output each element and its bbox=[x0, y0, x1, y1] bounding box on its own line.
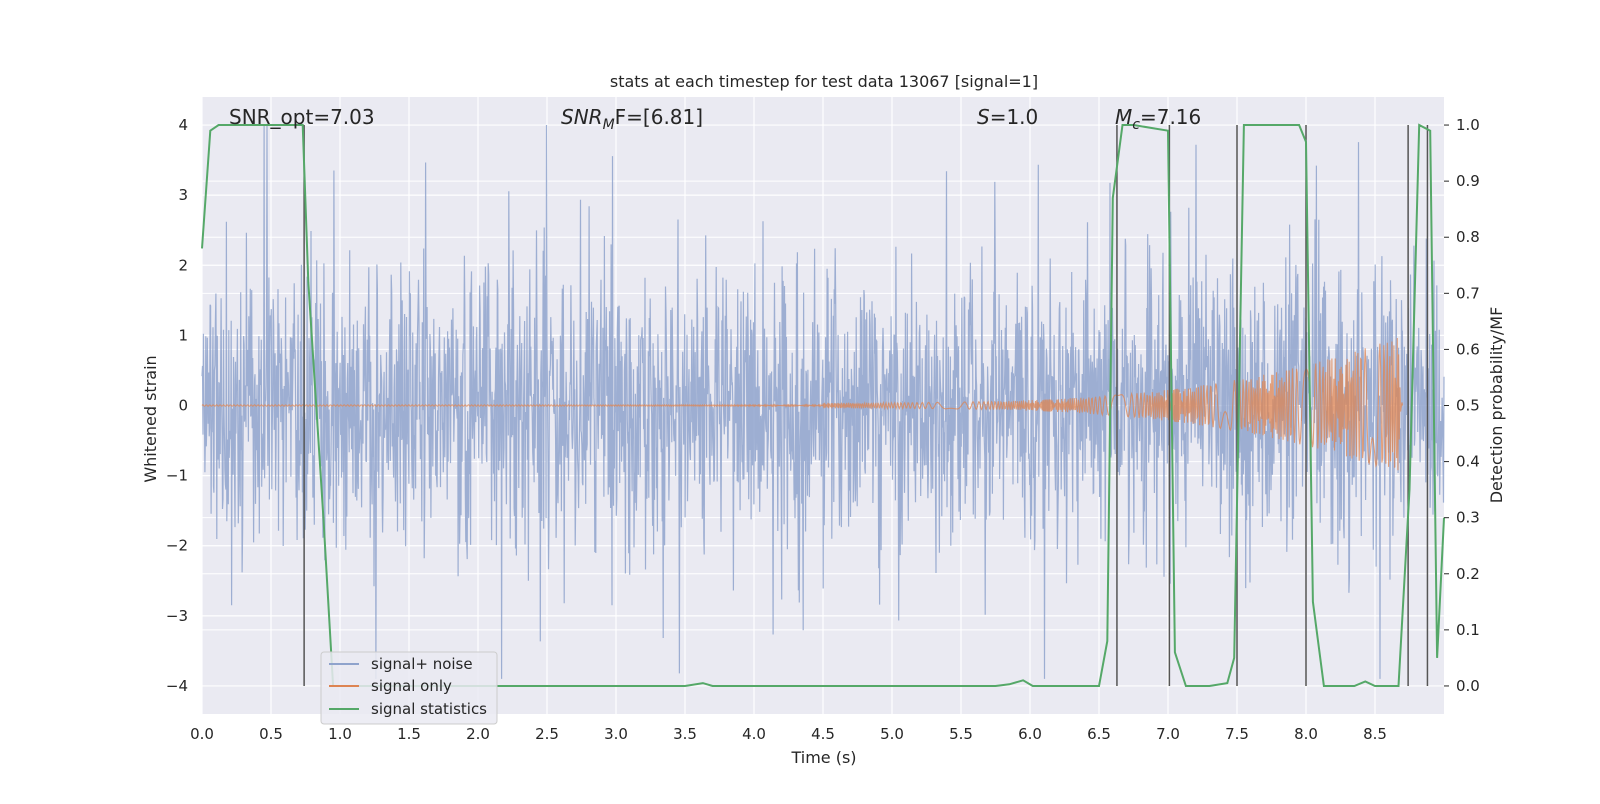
signal-series-layer bbox=[201, 337, 1404, 471]
y-tick-label-right: 0.8 bbox=[1456, 228, 1480, 246]
x-tick-label: 2.0 bbox=[466, 725, 490, 743]
legend-label-stats: signal statistics bbox=[371, 700, 487, 718]
x-tick-label: 5.0 bbox=[880, 725, 904, 743]
y-tick-label-right: 0.0 bbox=[1456, 677, 1480, 695]
y-tick-label-left: 3 bbox=[178, 186, 188, 204]
y-axis-label-right: Detection probability/MF bbox=[1487, 307, 1506, 504]
x-tick-label: 5.5 bbox=[949, 725, 973, 743]
x-tick-label: 4.5 bbox=[811, 725, 835, 743]
chart-title: stats at each timestep for test data 130… bbox=[610, 72, 1038, 91]
annotation-s-rest: =1.0 bbox=[990, 105, 1039, 129]
x-tick-label: 2.5 bbox=[535, 725, 559, 743]
y-tick-label-left: 4 bbox=[178, 116, 188, 134]
annotation-s: S=1.0 bbox=[977, 105, 1038, 129]
annotation-snr-mf-sub: M bbox=[603, 117, 615, 133]
signal-series-line bbox=[201, 337, 1404, 471]
annotation-mc-main: M bbox=[1115, 105, 1132, 129]
x-tick-label: 7.0 bbox=[1156, 725, 1180, 743]
y-tick-label-right: 0.6 bbox=[1456, 340, 1480, 358]
x-tick-label: 8.5 bbox=[1363, 725, 1387, 743]
y-tick-label-right: 0.1 bbox=[1456, 621, 1480, 639]
x-tick-label: 7.5 bbox=[1225, 725, 1249, 743]
y-axis-label-left: Whitened strain bbox=[141, 355, 160, 482]
legend-label-noise: signal+ noise bbox=[371, 655, 473, 673]
y-tick-label-right: 0.7 bbox=[1456, 284, 1480, 302]
annotation-s-main: S bbox=[977, 105, 990, 129]
y-tick-label-left: 0 bbox=[178, 397, 188, 415]
y-tick-label-right: 0.2 bbox=[1456, 565, 1480, 583]
x-tick-label: 3.5 bbox=[673, 725, 697, 743]
y-tick-label-right: 1.0 bbox=[1456, 116, 1480, 134]
x-axis-label: Time (s) bbox=[790, 748, 856, 767]
x-tick-label: 1.0 bbox=[328, 725, 352, 743]
y-tick-label-left: −1 bbox=[166, 467, 188, 485]
x-tick-label: 4.0 bbox=[742, 725, 766, 743]
annotation-mc-sub: c bbox=[1132, 117, 1140, 133]
y-tick-label-left: −2 bbox=[166, 537, 188, 555]
x-tick-label: 6.5 bbox=[1087, 725, 1111, 743]
x-tick-label: 0.5 bbox=[259, 725, 283, 743]
annotation-snr-opt: SNR_opt=7.03 bbox=[229, 105, 375, 129]
legend: signal+ noise signal only signal statist… bbox=[320, 651, 498, 725]
annotation-snr-mf-main: SNR bbox=[561, 105, 603, 129]
y-tick-label-right: 0.5 bbox=[1456, 397, 1480, 415]
x-tick-label: 1.5 bbox=[397, 725, 421, 743]
legend-label-signal: signal only bbox=[371, 677, 452, 695]
annotation-mc: Mc=7.16 bbox=[1115, 105, 1201, 133]
annotation-mc-rest: =7.16 bbox=[1140, 105, 1201, 129]
x-tick-label: 8.0 bbox=[1294, 725, 1318, 743]
legend-box bbox=[320, 651, 498, 725]
y-tick-label-right: 0.4 bbox=[1456, 453, 1480, 471]
axes-layer: 0.0 0.5 1.0 1.5 2.0 2.5 3.0 3.5 4.0 4.5 5.0 5.5 6.0 6… bbox=[166, 116, 1480, 743]
annotation-snr-mf-rest: F=[6.81] bbox=[615, 105, 703, 129]
y-tick-label-right: 0.9 bbox=[1456, 172, 1480, 190]
y-tick-label-left: −4 bbox=[166, 677, 188, 695]
x-tick-label: 6.0 bbox=[1018, 725, 1042, 743]
x-tick-label: 3.0 bbox=[604, 725, 628, 743]
annotation-snr-mf: SNRMF=[6.81] bbox=[561, 105, 703, 133]
y-tick-label-left: 1 bbox=[178, 326, 188, 344]
y-tick-label-left: 2 bbox=[178, 256, 188, 274]
y-tick-label-right: 0.3 bbox=[1456, 509, 1480, 527]
x-tick-label: 0.0 bbox=[190, 725, 214, 743]
y-tick-label-left: −3 bbox=[166, 607, 188, 625]
